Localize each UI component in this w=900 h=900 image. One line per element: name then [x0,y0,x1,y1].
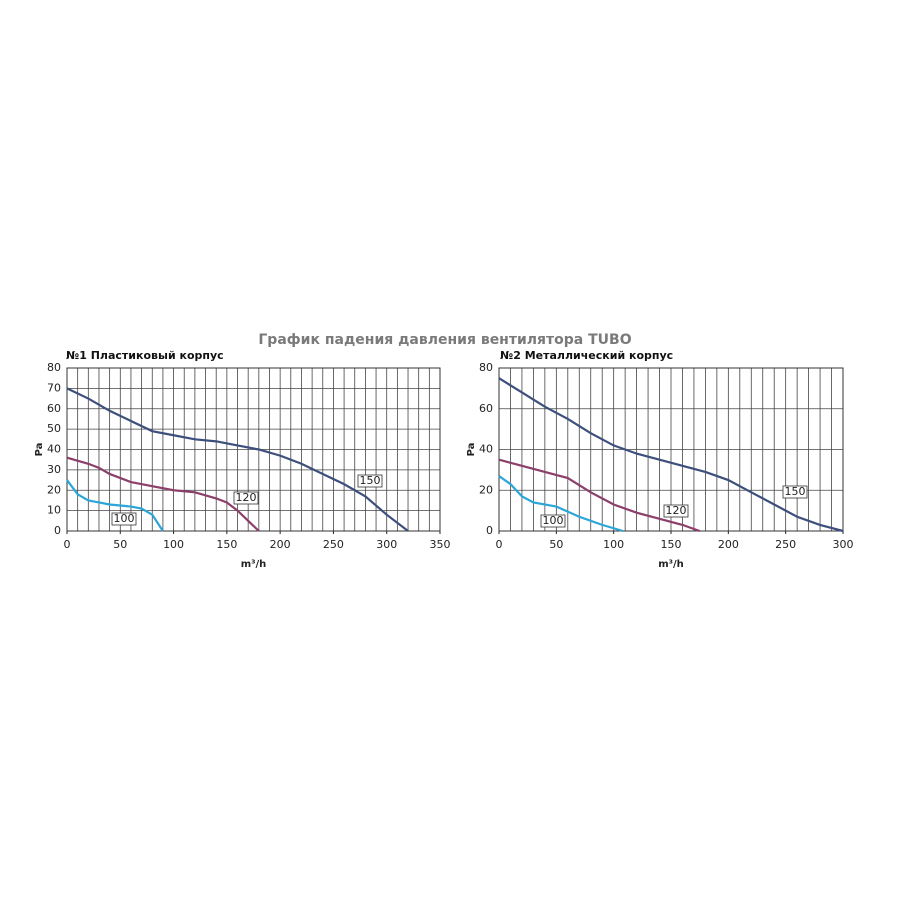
page-title: График падения давления вентилятора TUBO [258,332,631,348]
x-axis-label: m³/h [658,559,684,570]
series-line [66,456,260,532]
y-tick-label: 30 [47,463,61,476]
x-tick-label: 50 [113,538,127,551]
series-label-box [111,512,137,526]
series-label: 150 [360,474,381,487]
y-tick-label: 0 [486,524,493,537]
y-tick-label: 20 [47,483,61,496]
y-tick-label: 20 [479,483,493,496]
x-tick-label: 300 [376,538,397,551]
series-label-box [357,474,383,488]
x-tick-label: 100 [603,538,624,551]
series-line [66,479,164,532]
x-axis-label: m³/h [241,559,267,570]
series-label-box [663,504,689,518]
x-tick-label: 150 [661,538,682,551]
series-label: 120 [666,504,687,517]
series-label: 120 [236,491,257,504]
series-label: 100 [543,514,564,527]
y-tick-label: 80 [47,361,61,374]
x-tick-label: 0 [64,538,71,551]
x-tick-label: 250 [323,538,344,551]
y-tick-label: 40 [479,443,493,456]
series-line [498,458,701,533]
series-line [66,387,409,532]
y-axis-label: Pa [34,443,45,457]
chart: №2 Металлический корпус 0 20 40 60 80 0 50 100 15… [466,349,854,570]
series-line [498,377,844,533]
chart: №1 Пластиковый корпус 0 10 20 30 40 50 60 70 80 0 5… [34,349,451,570]
chart-subtitle: №1 Пластиковый корпус [66,349,224,362]
x-tick-label: 250 [775,538,796,551]
series-label: 100 [114,512,135,525]
x-tick-label: 350 [430,538,451,551]
x-tick-label: 200 [270,538,291,551]
y-axis-label: Pa [466,443,477,457]
y-tick-label: 0 [54,524,61,537]
chart-subtitle: №2 Металлический корпус [500,349,673,362]
series-label-box [540,514,566,528]
series-line [498,475,624,533]
y-tick-label: 60 [479,402,493,415]
x-tick-label: 300 [833,538,854,551]
y-tick-label: 10 [47,504,61,517]
plot-frame [66,367,441,532]
x-tick-label: 0 [496,538,503,551]
series-label-box [233,491,259,505]
y-tick-label: 80 [479,361,493,374]
y-tick-label: 60 [47,402,61,415]
x-tick-label: 150 [216,538,237,551]
x-tick-label: 200 [718,538,739,551]
series-label-box [782,485,808,499]
x-tick-label: 100 [163,538,184,551]
y-tick-label: 70 [47,381,61,394]
y-tick-label: 40 [47,443,61,456]
plot-frame [498,367,844,532]
series-label: 150 [785,485,806,498]
y-tick-label: 50 [47,422,61,435]
x-tick-label: 50 [549,538,563,551]
